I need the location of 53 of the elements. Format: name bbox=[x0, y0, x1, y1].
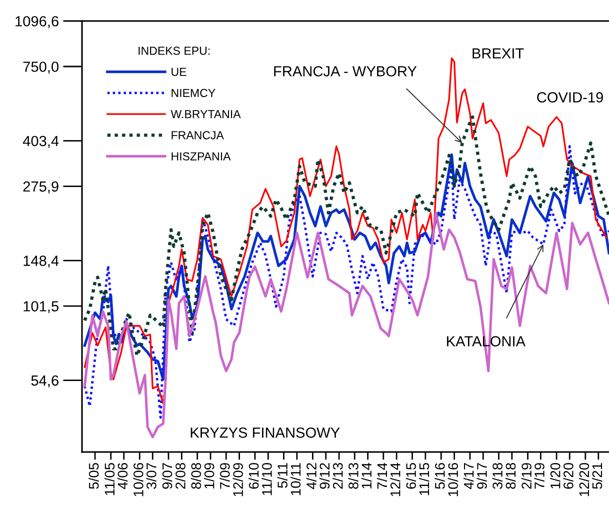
x-tick-label: 8/18 bbox=[505, 463, 516, 489]
x-tick-label: 11/10 bbox=[262, 462, 272, 496]
x-tick-label: 5/11 bbox=[277, 463, 288, 488]
x-tick-label: 4/17 bbox=[464, 463, 474, 490]
legend-label: UE bbox=[172, 68, 186, 76]
x-tick-label: 8/13 bbox=[348, 463, 358, 489]
x-tick-label: 6/20 bbox=[563, 462, 574, 489]
annotation: FRANCJA - WYBORY bbox=[274, 66, 417, 76]
x-tick-label: 2/08 bbox=[175, 463, 186, 489]
legend-label: NIEMCY bbox=[172, 88, 216, 98]
x-tick-label: 9/17 bbox=[476, 463, 487, 489]
legend-label: W.BRYTANIA bbox=[170, 110, 241, 118]
x-tick-label: 11/15 bbox=[418, 462, 430, 496]
x-tick-label: 9/07 bbox=[162, 463, 172, 489]
x-tick-label: 10/11 bbox=[290, 463, 301, 496]
x-tick-label: 4/12 bbox=[306, 463, 316, 490]
y-tick-label: 148,4 bbox=[24, 256, 59, 268]
x-tick-label: 3/18 bbox=[492, 463, 502, 489]
x-tick-label: 1/20 bbox=[550, 462, 560, 488]
x-tick-label: 1/09 bbox=[204, 463, 214, 488]
x-tick-label: 12/09 bbox=[232, 463, 244, 496]
x-tick-label: 5/05 bbox=[88, 462, 99, 489]
x-tick-label: 10/06 bbox=[133, 463, 144, 496]
x-tick-label: 12/14 bbox=[390, 462, 400, 496]
x-tick-label: 7/14 bbox=[376, 462, 388, 489]
x-tick-label: 6/15 bbox=[406, 462, 416, 489]
annotation: COVID-19 bbox=[537, 92, 603, 102]
y-tick-label: 750,0 bbox=[23, 62, 59, 74]
x-tick-label: 7/09 bbox=[220, 463, 230, 489]
x-tick-label: 12/20 bbox=[578, 462, 590, 496]
annotation: KRYZYS FINANSOWY bbox=[190, 427, 340, 438]
x-tick-label: 1/14 bbox=[361, 462, 372, 488]
y-tick-label: 1096,6 bbox=[16, 16, 58, 28]
x-tick-label: 7/19 bbox=[534, 463, 544, 489]
legend-label: HISZPANIA bbox=[172, 152, 231, 160]
y-tick-label: 275,9 bbox=[23, 181, 58, 194]
x-tick-label: 10/16 bbox=[448, 463, 458, 496]
x-tick-label: 8/08 bbox=[190, 463, 202, 489]
y-tick-label: 403,4 bbox=[22, 136, 59, 148]
x-tick-label: 2/13 bbox=[332, 463, 343, 489]
legend-title: INDEKS EPU: bbox=[138, 46, 210, 55]
x-tick-label: 5/16 bbox=[434, 463, 445, 489]
x-tick-label: 4/06 bbox=[117, 463, 128, 490]
x-tick-label: 5/21 bbox=[592, 463, 602, 489]
x-tick-label: 11/05 bbox=[104, 462, 115, 496]
y-tick-label: 101,5 bbox=[24, 301, 58, 314]
x-tick-label: 6/10 bbox=[248, 462, 259, 489]
x-tick-label: 3/07 bbox=[146, 463, 156, 489]
x-tick-label: 2/19 bbox=[521, 463, 532, 489]
annotation: BREXIT bbox=[472, 48, 524, 58]
y-tick-label: 54,6 bbox=[31, 375, 58, 388]
legend-label: FRANCJA bbox=[172, 131, 224, 140]
x-tick-label: 9/12 bbox=[319, 463, 330, 489]
